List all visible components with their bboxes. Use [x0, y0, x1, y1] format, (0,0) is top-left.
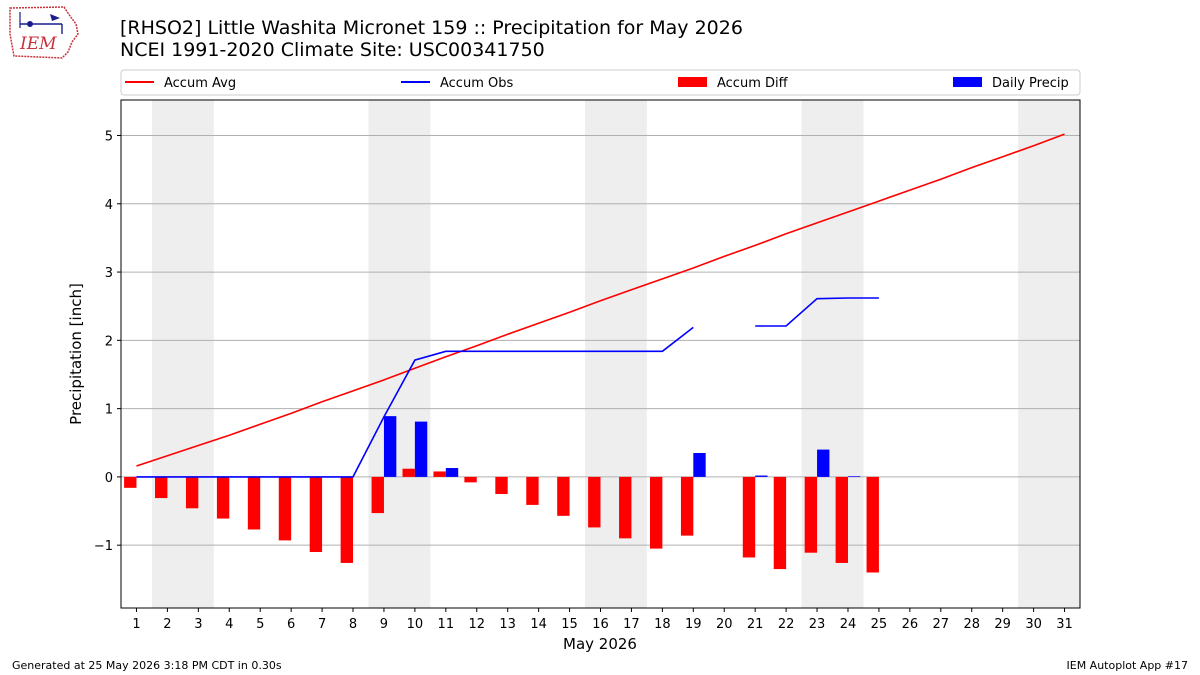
weekend-band [585, 100, 647, 608]
accum-diff-bar [464, 476, 477, 483]
x-tick-label: 15 [561, 617, 578, 632]
x-tick-label: 21 [747, 617, 764, 632]
accum-diff-bar [742, 476, 756, 558]
accum-diff-bar [680, 476, 694, 536]
x-tick-label: 27 [933, 617, 950, 632]
daily-precip-bar [755, 475, 768, 477]
legend-swatch [953, 77, 982, 87]
y-tick-label: −1 [94, 539, 113, 554]
legend-box [120, 69, 1081, 96]
accum-diff-bar [495, 476, 508, 494]
daily-precip-bar [847, 476, 861, 477]
legend-label: Accum Diff [717, 76, 789, 91]
x-tick-label: 4 [225, 617, 233, 632]
daily-precip-bar [414, 421, 428, 477]
accum-diff-bar [247, 476, 261, 530]
accum-diff-bar [835, 476, 848, 563]
accum-diff-bar [402, 468, 415, 477]
iem-logo: IEM [9, 6, 79, 59]
weekend-band [368, 100, 431, 608]
y-tick-label: 5 [105, 130, 113, 145]
daily-precip-bar [445, 468, 459, 477]
x-tick-label: 24 [840, 617, 857, 632]
accum-diff-bar [216, 476, 230, 519]
accum-diff-bar [155, 476, 168, 499]
x-axis-label: May 2026 [563, 635, 637, 653]
chart-subtitle: NCEI 1991-2020 Climate Site: USC00341750 [120, 39, 545, 61]
daily-precip-bar [383, 416, 397, 477]
weekend-band [1018, 100, 1080, 608]
x-tick-label: 13 [499, 617, 516, 632]
x-tick-label: 10 [407, 617, 424, 632]
x-tick-label: 29 [994, 617, 1011, 632]
accum-diff-bar [526, 476, 539, 505]
x-tick-label: 30 [1025, 617, 1042, 632]
daily-precip-bar [817, 449, 830, 477]
app-id-label: IEM Autoplot App #17 [1066, 659, 1189, 672]
x-tick-label: 18 [654, 617, 671, 632]
legend-label: Accum Obs [440, 76, 513, 91]
legend-swatch [678, 77, 707, 87]
accum-diff-bar [309, 476, 323, 553]
x-tick-label: 16 [592, 617, 609, 632]
x-tick-label: 28 [963, 617, 980, 632]
x-tick-label: 20 [716, 617, 733, 632]
chart-title: [RHSO2] Little Washita Micronet 159 :: P… [120, 17, 743, 39]
daily-precip-bar [693, 453, 706, 477]
accum-diff-bar [340, 476, 354, 563]
accum-diff-bar [619, 476, 632, 539]
x-tick-label: 26 [902, 617, 919, 632]
x-tick-label: 31 [1056, 617, 1073, 632]
legend-label: Accum Avg [164, 76, 236, 91]
x-tick-label: 2 [163, 617, 171, 632]
x-tick-label: 9 [380, 617, 388, 632]
y-tick-label: 3 [105, 266, 113, 281]
accum-obs-line [136, 326, 694, 478]
accum-diff-bar [773, 476, 787, 570]
x-tick-label: 8 [349, 617, 357, 632]
generated-timestamp: Generated at 25 May 2026 3:18 PM CDT in … [12, 659, 282, 672]
y-tick-label: 0 [105, 471, 113, 486]
x-tick-label: 17 [623, 617, 640, 632]
accum-diff-bar [588, 476, 601, 528]
x-tick-label: 25 [871, 617, 888, 632]
accum-diff-bar [866, 476, 879, 573]
y-tick-label: 1 [105, 403, 113, 418]
x-tick-label: 12 [468, 617, 485, 632]
accum-diff-bar [124, 476, 137, 488]
accum-obs-line [755, 297, 879, 327]
y-axis-label: Precipitation [inch] [67, 283, 85, 425]
iowa-map-outline [9, 6, 79, 59]
x-tick-label: 5 [256, 617, 264, 632]
accum-diff-bar [278, 476, 292, 541]
x-tick-label: 11 [438, 617, 455, 632]
x-tick-label: 19 [685, 617, 702, 632]
legend-label: Daily Precip [992, 76, 1069, 91]
x-tick-label: 23 [809, 617, 826, 632]
accum-diff-bar [433, 471, 446, 477]
accum-diff-bar [804, 476, 818, 553]
accum-avg-line [136, 133, 1065, 467]
x-tick-label: 7 [318, 617, 326, 632]
x-tick-label: 14 [530, 617, 547, 632]
accum-diff-bar [649, 476, 663, 549]
weekend-band [151, 100, 214, 608]
x-tick-label: 22 [778, 617, 795, 632]
accum-diff-bar [371, 476, 384, 514]
accum-diff-bar [185, 476, 199, 509]
x-tick-label: 6 [287, 617, 295, 632]
y-tick-label: 2 [105, 334, 113, 349]
x-tick-label: 1 [132, 617, 140, 632]
x-tick-label: 3 [194, 617, 202, 632]
y-tick-label: 4 [105, 198, 113, 213]
logo-text: IEM [19, 34, 57, 54]
accum-diff-bar [557, 476, 570, 516]
